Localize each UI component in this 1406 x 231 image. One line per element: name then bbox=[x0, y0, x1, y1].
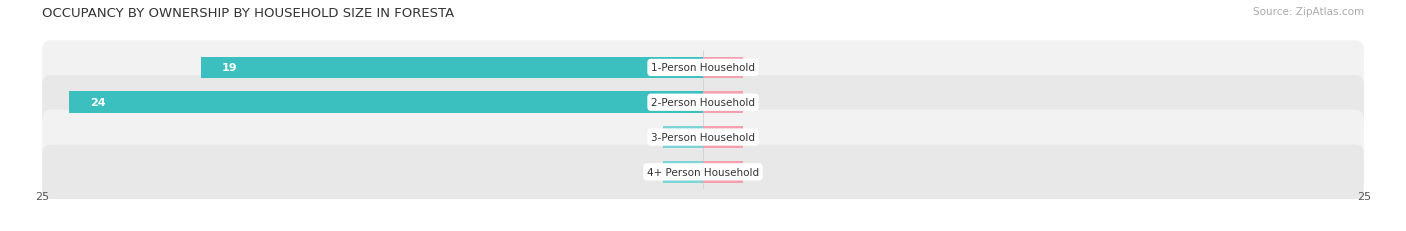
FancyBboxPatch shape bbox=[42, 110, 1364, 164]
Text: 3-Person Household: 3-Person Household bbox=[651, 132, 755, 143]
Bar bbox=[703, 127, 742, 148]
Bar bbox=[664, 161, 703, 183]
Bar bbox=[664, 127, 703, 148]
Bar bbox=[201, 57, 703, 79]
Text: 0: 0 bbox=[751, 98, 758, 108]
FancyBboxPatch shape bbox=[42, 41, 1364, 95]
Text: 2-Person Household: 2-Person Household bbox=[651, 98, 755, 108]
Text: 0: 0 bbox=[648, 167, 655, 177]
Text: 0: 0 bbox=[751, 132, 758, 143]
Text: OCCUPANCY BY OWNERSHIP BY HOUSEHOLD SIZE IN FORESTA: OCCUPANCY BY OWNERSHIP BY HOUSEHOLD SIZE… bbox=[42, 7, 454, 20]
Text: 1-Person Household: 1-Person Household bbox=[651, 63, 755, 73]
Bar bbox=[703, 161, 742, 183]
Text: 24: 24 bbox=[90, 98, 105, 108]
Text: 0: 0 bbox=[648, 132, 655, 143]
Text: 0: 0 bbox=[751, 63, 758, 73]
FancyBboxPatch shape bbox=[42, 145, 1364, 199]
Text: 4+ Person Household: 4+ Person Household bbox=[647, 167, 759, 177]
Bar bbox=[69, 92, 703, 113]
Text: 0: 0 bbox=[751, 167, 758, 177]
Text: 19: 19 bbox=[222, 63, 238, 73]
Text: Source: ZipAtlas.com: Source: ZipAtlas.com bbox=[1253, 7, 1364, 17]
FancyBboxPatch shape bbox=[42, 76, 1364, 130]
Bar bbox=[703, 92, 742, 113]
Bar bbox=[703, 57, 742, 79]
